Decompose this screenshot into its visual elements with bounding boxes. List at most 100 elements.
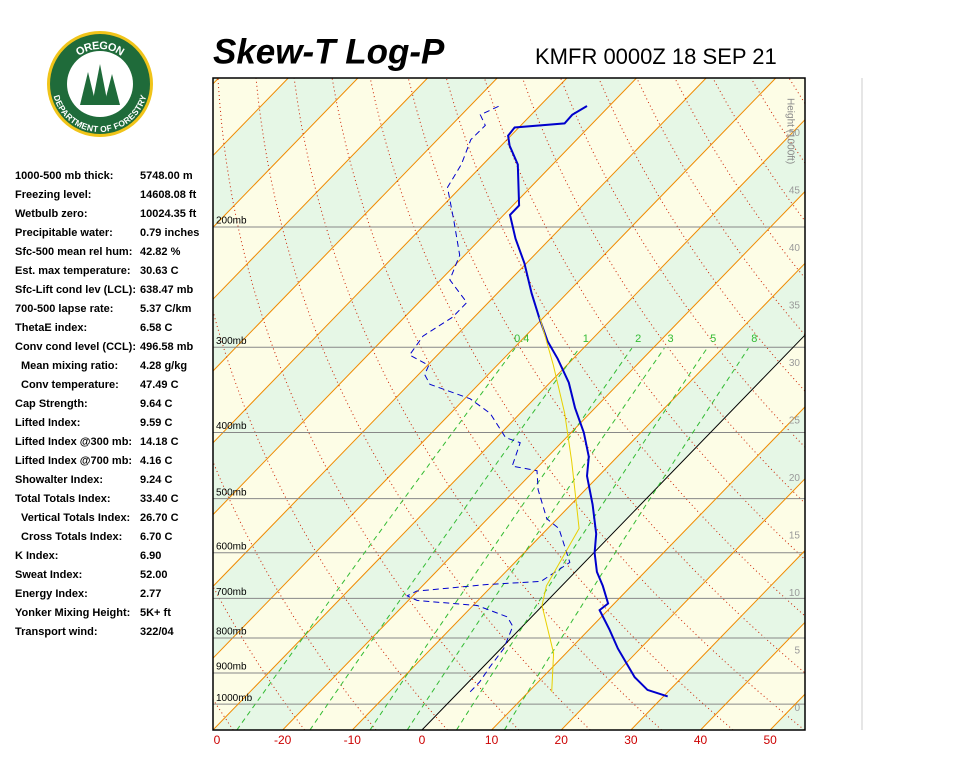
dry-adiabat [293, 78, 662, 730]
stat-label: Wetbulb zero: [15, 208, 88, 220]
stat-value: 47.49 C [140, 379, 179, 391]
stat-label: Transport wind: [15, 626, 98, 638]
stat-label: Lifted Index @300 mb: [15, 436, 132, 448]
plot-area: 0.4 1 2 3 5 8 [213, 78, 960, 730]
stat-value: 6.90 [140, 550, 161, 562]
isotherm [213, 78, 568, 444]
stat-value: 322/04 [140, 626, 175, 638]
stat-value: 9.59 C [140, 417, 172, 429]
y2-tick-label: 30 [789, 358, 801, 369]
isotherm [213, 78, 777, 659]
stat-label: Vertical Totals Index: [21, 512, 130, 524]
y-tick-label: 700mb [216, 587, 247, 598]
stat-label: Showalter Index: [15, 474, 103, 486]
mixing-ratio-label: 2 [635, 333, 641, 345]
stat-value: 6.70 C [140, 531, 172, 543]
stat-value: 5.37 C/km [140, 303, 192, 315]
stat-value: 33.40 C [140, 493, 179, 505]
stat-value: 42.82 % [140, 246, 181, 258]
x-tick-label: 10 [485, 733, 499, 747]
stat-label: 700-500 lapse rate: [15, 303, 113, 315]
mixing-ratio-label: 5 [710, 333, 716, 345]
mixing-ratio-line [406, 347, 665, 730]
y2-tick-label: 25 [789, 415, 801, 426]
dry-adiabat [217, 78, 520, 730]
stat-value: 5748.00 m [140, 170, 193, 182]
dry-adiabat [788, 78, 805, 105]
dry-adiabat [331, 78, 734, 730]
stats-panel: 1000-500 mb thick: 5748.00 m Freezing leve… [15, 170, 199, 638]
stat-label: Cap Strength: [15, 398, 88, 410]
x-tick-label: -20 [274, 733, 292, 747]
logo: OREGON DEPARTMENT OF FORESTRY [47, 31, 153, 137]
stat-value: 14.18 C [140, 436, 179, 448]
mixing-ratio-line [456, 347, 708, 730]
stat-label: 1000-500 mb thick: [15, 170, 113, 182]
stat-value: 26.70 C [140, 512, 179, 524]
stat-label: Sfc-500 mean rel hum: [15, 246, 132, 258]
dry-adiabat [865, 78, 960, 730]
dewpoint-line [406, 105, 571, 693]
x-tick-label: 40 [694, 733, 708, 747]
stat-label: Sfc-Lift cond lev (LCL): [15, 284, 136, 296]
stat-value: 14608.08 ft [140, 189, 197, 201]
isotherm [560, 477, 805, 730]
stat-value: 496.58 mb [140, 341, 193, 353]
mixing-ratio-label: 3 [667, 333, 673, 345]
y-tick-label: 500mb [216, 487, 247, 498]
isotherm [282, 190, 805, 730]
chart-subtitle: KMFR 0000Z 18 SEP 21 [535, 44, 777, 69]
stat-value: 4.28 g/kg [140, 360, 187, 372]
y2-axis-label: Height (1000ft) [784, 98, 795, 164]
stat-label: Mean mixing ratio: [21, 360, 118, 372]
x-tick-label: 20 [555, 733, 569, 747]
y2-tick-label: 15 [789, 530, 801, 541]
stat-value: 4.16 C [140, 455, 172, 467]
stat-value: 2.77 [140, 588, 161, 600]
isotherm [213, 78, 428, 300]
stat-label: Yonker Mixing Height: [15, 607, 130, 619]
stat-label: Energy Index: [15, 588, 88, 600]
y-tick-label: 600mb [216, 541, 247, 552]
x-tick-label: 0 [214, 733, 221, 747]
y-tick-label: 200mb [216, 216, 247, 227]
isotherm [213, 78, 498, 372]
isotherm [213, 78, 707, 588]
y-tick-label: 300mb [216, 336, 247, 347]
y2-tick-label: 40 [789, 243, 801, 254]
dry-adiabat [941, 78, 960, 730]
y-tick-label: 400mb [216, 421, 247, 432]
stat-value: 52.00 [140, 569, 168, 581]
stat-label: Total Totals Index: [15, 493, 111, 505]
logo-tree [80, 72, 96, 105]
y2-tick-label: 35 [789, 300, 801, 311]
axes: 200mb 300mb 400mb 500mb 600mb 700mb 800mb 900mb… [214, 128, 801, 747]
stat-value: 0.79 inches [140, 227, 199, 239]
stat-label: Freezing level: [15, 189, 91, 201]
stat-label: Conv cond level (CCL): [15, 341, 136, 353]
mixing-ratio-label: 0.4 [514, 333, 529, 345]
mixing-ratio-line [503, 347, 749, 730]
stat-value: 10024.35 ft [140, 208, 197, 220]
dry-adiabat [903, 78, 960, 730]
stat-label: Sweat Index: [15, 569, 82, 581]
chart-title: Skew-T Log-P [213, 32, 445, 71]
stat-label: Conv temperature: [21, 379, 119, 391]
isotherm [213, 78, 637, 516]
logo-tree [104, 74, 120, 105]
x-tick-label: 30 [624, 733, 638, 747]
dry-adiabat [598, 78, 805, 392]
y2-tick-label: 45 [789, 185, 801, 196]
isotherm [213, 118, 805, 730]
profile-line [539, 316, 580, 692]
logo-tree [92, 64, 108, 105]
y2-tick-label: 0 [794, 703, 800, 714]
x-tick-label: 50 [763, 733, 777, 747]
logo-top-path: OREGON [74, 40, 126, 59]
x-tick-label: 0 [419, 733, 426, 747]
isotherm [630, 549, 805, 730]
y2-tick-label: 20 [789, 473, 801, 484]
stat-label: Lifted Index: [15, 417, 80, 429]
y2-tick-label: 10 [789, 588, 801, 599]
